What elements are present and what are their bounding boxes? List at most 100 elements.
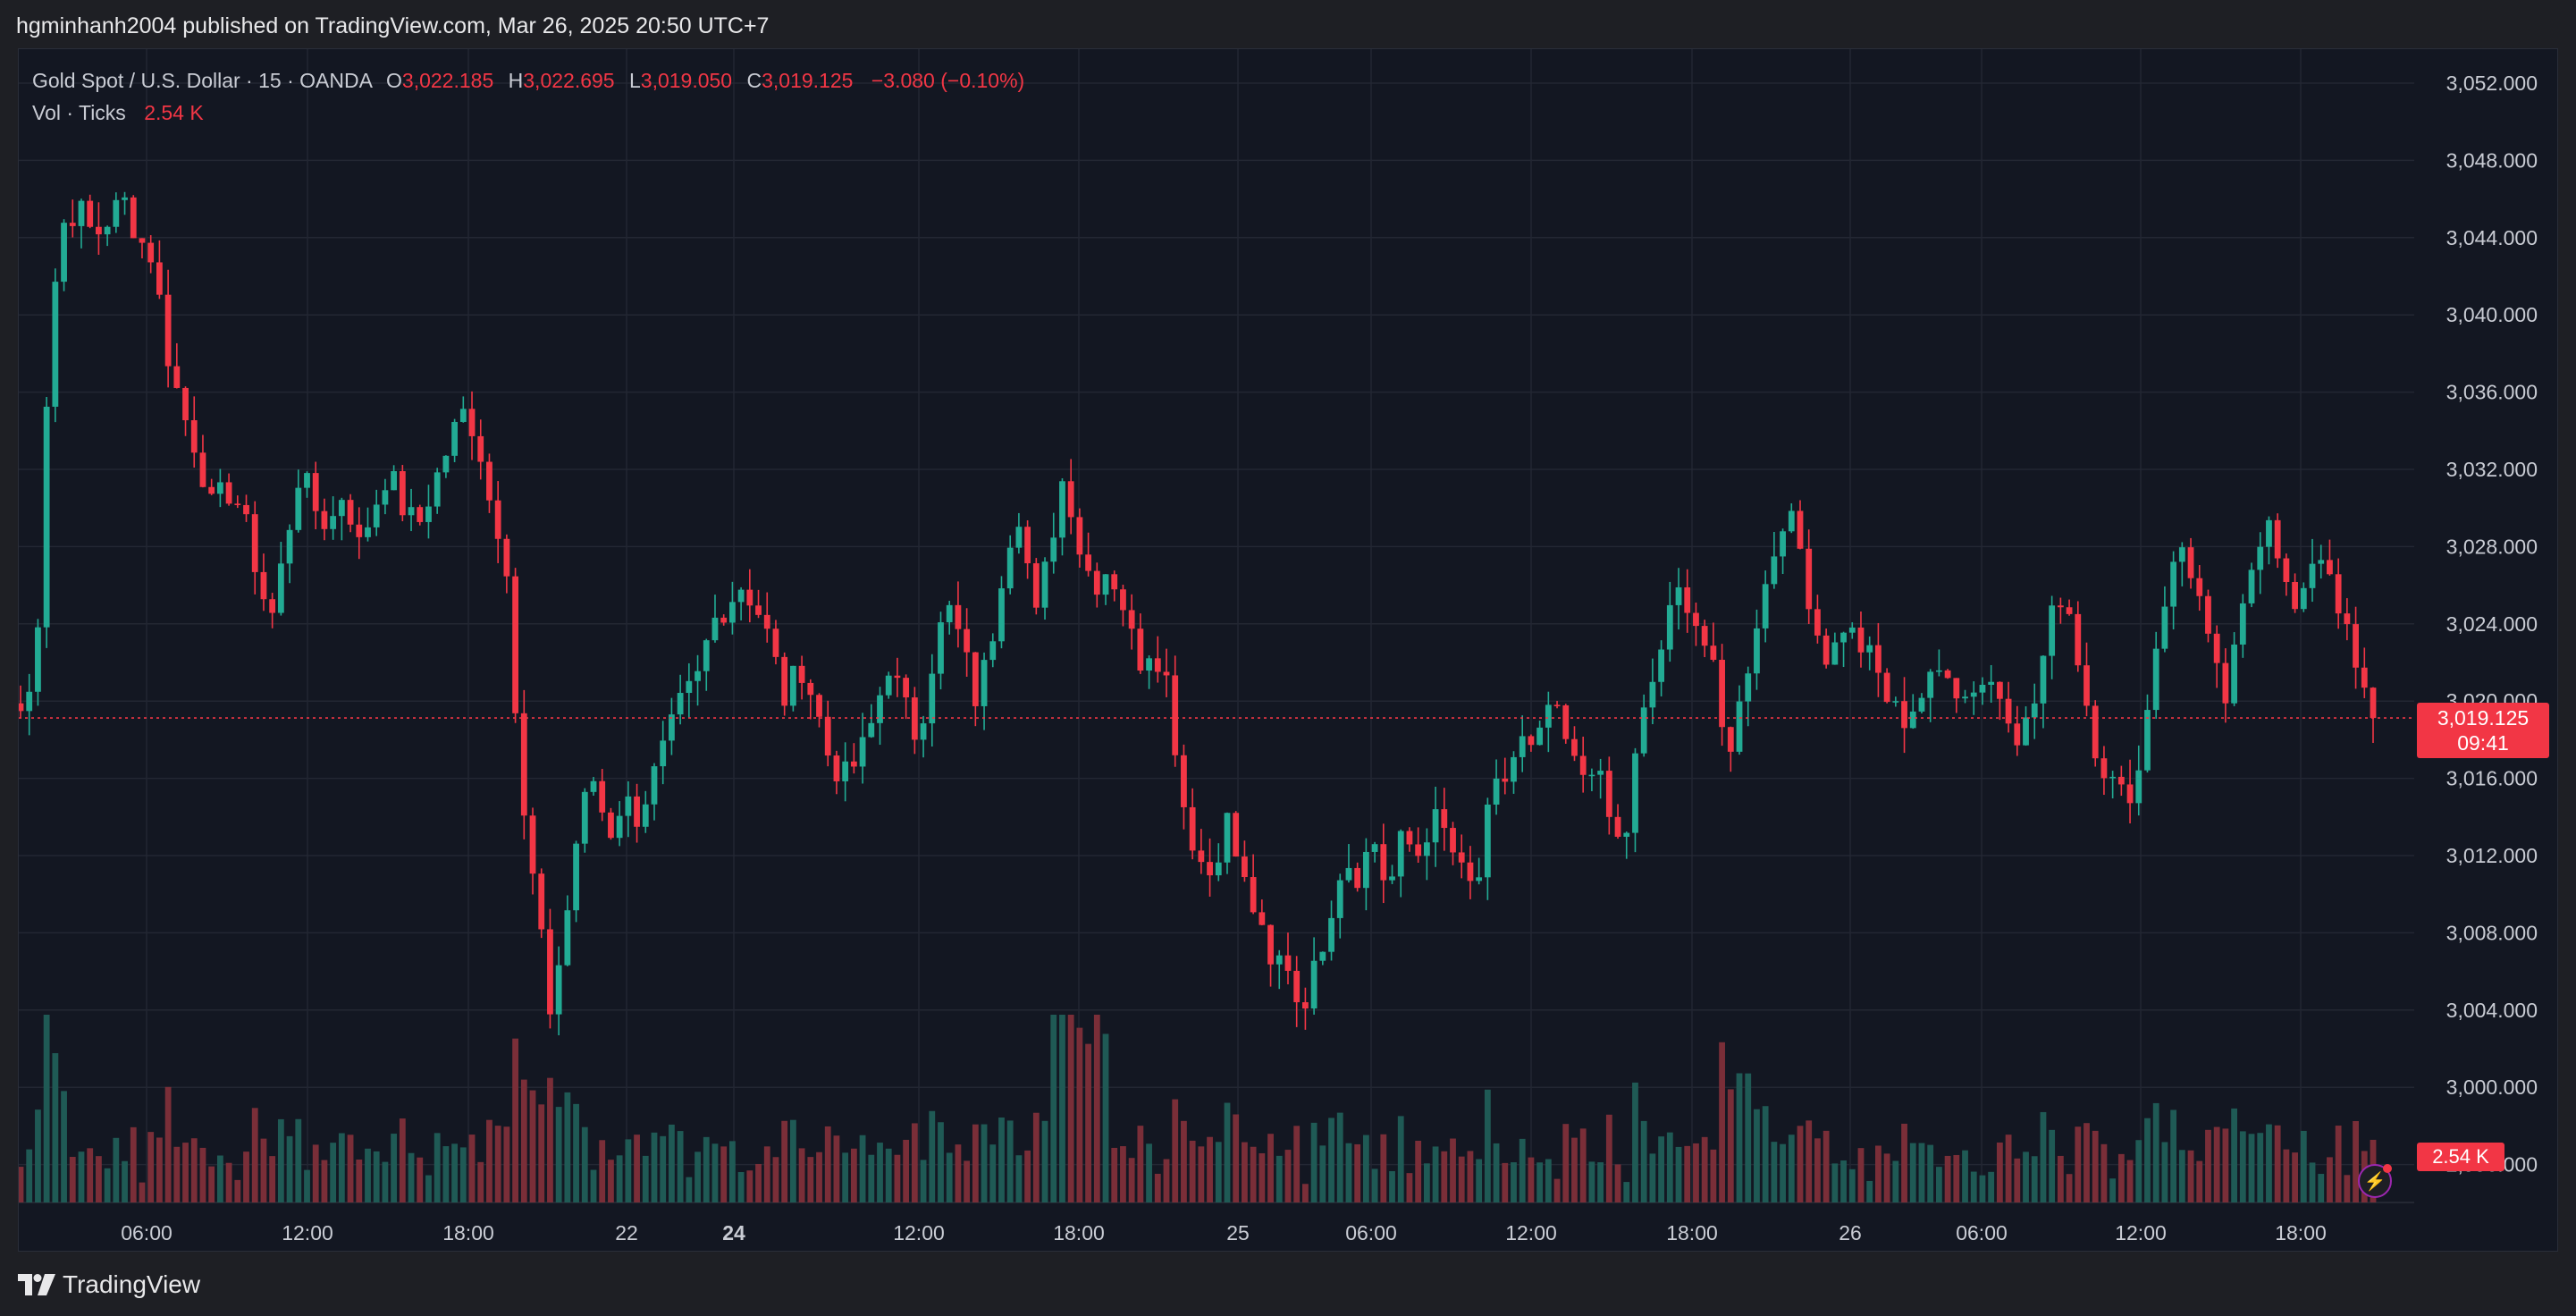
volume-bar — [669, 1124, 675, 1202]
candle-body — [2213, 633, 2220, 663]
candle-body — [1875, 645, 1881, 673]
volume-bar — [989, 1144, 997, 1202]
candle-body — [43, 406, 50, 628]
volume-bar — [347, 1135, 354, 1202]
volume-bar — [885, 1148, 892, 1202]
y-tick-label: 3,012.000 — [2446, 844, 2538, 867]
volume-bar — [1067, 1015, 1074, 1202]
candle-body — [1432, 809, 1439, 843]
candle-body — [2170, 561, 2177, 607]
candle-body — [1848, 627, 1856, 633]
candle-body — [260, 571, 267, 600]
volume-bar — [2031, 1156, 2038, 1202]
candle-body — [1962, 696, 1968, 699]
chart-pane[interactable]: 3,052.000 3,048.000 3,044.000 3,040.000 3,03… — [18, 48, 2558, 1252]
candle-body — [1840, 632, 1847, 643]
brand[interactable]: TradingView — [18, 1270, 200, 1299]
candle-body — [642, 804, 649, 827]
volume-bar — [1528, 1157, 1535, 1202]
symbol-name[interactable]: Gold Spot / U.S. Dollar · 15 · OANDA — [32, 69, 372, 92]
volume-bar — [1944, 1155, 1951, 1202]
candle-body — [599, 780, 606, 813]
volume-bar — [911, 1123, 918, 1202]
volume-bar — [1754, 1109, 1760, 1202]
volume-bar — [1536, 1162, 1544, 1202]
volume-bar — [1605, 1114, 1612, 1202]
candle-body — [1423, 842, 1430, 856]
volume-bar — [356, 1160, 363, 1202]
volume-bar — [789, 1119, 796, 1202]
volume-bar — [1693, 1143, 1699, 1202]
candle-body — [737, 589, 745, 603]
volume-bar — [96, 1156, 102, 1202]
volume-bar — [807, 1157, 814, 1202]
candle-body — [538, 873, 545, 930]
volume-bar — [2170, 1109, 2177, 1202]
brand-name: TradingView — [63, 1270, 201, 1298]
volume-bar — [1310, 1122, 1317, 1202]
candle-body — [1154, 658, 1161, 672]
volume-bar — [1831, 1163, 1839, 1202]
volume-bar — [1024, 1150, 1031, 1202]
candle-body — [2318, 560, 2325, 564]
candle-body — [1519, 736, 1526, 757]
candle-body — [1302, 1002, 1309, 1008]
candle-body — [1927, 671, 1934, 698]
candle-body — [1207, 862, 1213, 876]
candle-body — [2057, 605, 2064, 608]
volume-bar — [2023, 1152, 2029, 1202]
volume-bar — [1050, 1015, 1057, 1202]
candle-body — [1493, 778, 1500, 805]
candle-body — [1892, 701, 1899, 703]
volume-bar — [304, 1169, 310, 1202]
candle-body — [2049, 605, 2056, 656]
candle-body — [608, 812, 614, 839]
volume-bar — [1927, 1144, 1934, 1202]
candle-body — [147, 242, 155, 263]
candlestick-chart[interactable]: 3,052.000 3,048.000 3,044.000 3,040.000 3,03… — [19, 49, 2559, 1253]
candle-body — [1032, 563, 1040, 608]
volume-bar — [1502, 1162, 1509, 1202]
volume-bar — [2266, 1124, 2272, 1202]
candle-body — [946, 604, 953, 623]
volume-bar — [1120, 1146, 1126, 1202]
volume-bar — [43, 1015, 50, 1202]
candle-body — [2092, 705, 2099, 759]
volume-bar — [1875, 1145, 1881, 1202]
candle-body — [356, 524, 363, 537]
candle-body — [677, 693, 684, 715]
candle-body — [1614, 816, 1621, 837]
y-tick-label: 3,016.000 — [2446, 767, 2538, 790]
candle-body — [164, 294, 172, 367]
candle-body — [1137, 628, 1144, 671]
volume-bar — [634, 1135, 640, 1202]
volume-bar — [1293, 1126, 1301, 1202]
candle-body — [1406, 831, 1413, 845]
volume-bar — [87, 1148, 94, 1202]
candle-body — [417, 507, 424, 522]
volume-bar — [312, 1144, 319, 1202]
volume-bar — [190, 1138, 198, 1202]
candle-body — [1310, 960, 1317, 1008]
y-tick-label: 3,008.000 — [2446, 921, 2538, 944]
candle-body — [451, 421, 459, 456]
candle-body — [1640, 707, 1647, 754]
candle-body — [312, 473, 319, 511]
candle-body — [2109, 776, 2117, 779]
volume-bar — [1267, 1134, 1274, 1202]
volume-value: 2.54 K — [144, 101, 204, 124]
volume-label[interactable]: Vol · Ticks — [32, 101, 126, 124]
volume-bar — [2117, 1153, 2125, 1202]
volume-bar — [216, 1155, 223, 1202]
candle-body — [2274, 519, 2281, 559]
candle-body — [1502, 778, 1509, 782]
low-value: 3,019.050 — [640, 69, 733, 92]
candle-body — [2075, 613, 2082, 666]
candle-body — [2084, 665, 2090, 706]
volume-bar — [1015, 1155, 1023, 1202]
candle-body — [746, 589, 753, 606]
candle-body — [850, 761, 857, 767]
candle-body — [581, 791, 588, 844]
candle-body — [199, 452, 206, 487]
candle-body — [1345, 867, 1352, 881]
